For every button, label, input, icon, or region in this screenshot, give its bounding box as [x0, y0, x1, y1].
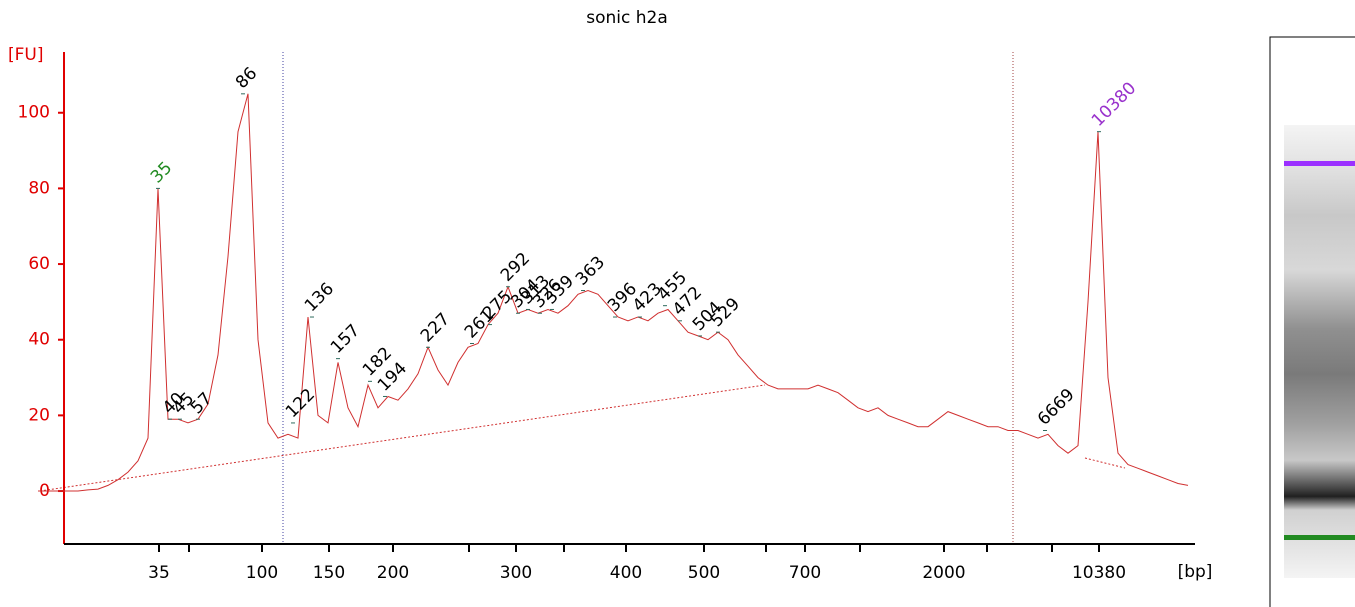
- peak-label: 6669: [1034, 385, 1079, 430]
- peak-label: 227: [417, 309, 454, 346]
- y-tick-label: 60: [28, 254, 50, 274]
- peak-label: 35: [147, 158, 176, 187]
- peak-label: 86: [232, 63, 261, 92]
- peak-label: 57: [187, 389, 216, 418]
- chart-title: sonic h2a: [586, 8, 668, 28]
- x-tick-label: 2000: [922, 563, 965, 583]
- peak-label: 363: [572, 253, 609, 290]
- x-tick-label: 150: [313, 563, 345, 583]
- gel-lane: [1284, 125, 1355, 578]
- x-tick-label: 300: [500, 563, 532, 583]
- x-tick-label: 500: [688, 563, 720, 583]
- x-tick-label: 35: [148, 563, 170, 583]
- x-tick-label: 100: [246, 563, 278, 583]
- peak-label: 10380: [1088, 78, 1140, 130]
- baseline: [1084, 457, 1126, 469]
- gel-lower-marker: [1284, 535, 1355, 540]
- peak-label: 122: [282, 385, 319, 422]
- baseline: [39, 384, 766, 492]
- y-tick-label: 20: [28, 405, 50, 425]
- y-tick-label: 100: [18, 103, 50, 123]
- y-axis-label: [FU]: [8, 45, 44, 65]
- y-tick-label: 80: [28, 178, 50, 198]
- x-tick-label: 200: [377, 563, 409, 583]
- peak-label: 157: [327, 321, 364, 358]
- gel-upper-marker: [1284, 161, 1355, 166]
- x-tick-label: 10380: [1072, 563, 1126, 583]
- x-tick-label: 400: [610, 563, 642, 583]
- x-axis-label: [bp]: [1178, 562, 1213, 582]
- x-tick-label: 700: [789, 563, 821, 583]
- y-tick-label: 40: [28, 330, 50, 350]
- trace: [38, 93, 1189, 492]
- peak-label: 136: [301, 279, 338, 316]
